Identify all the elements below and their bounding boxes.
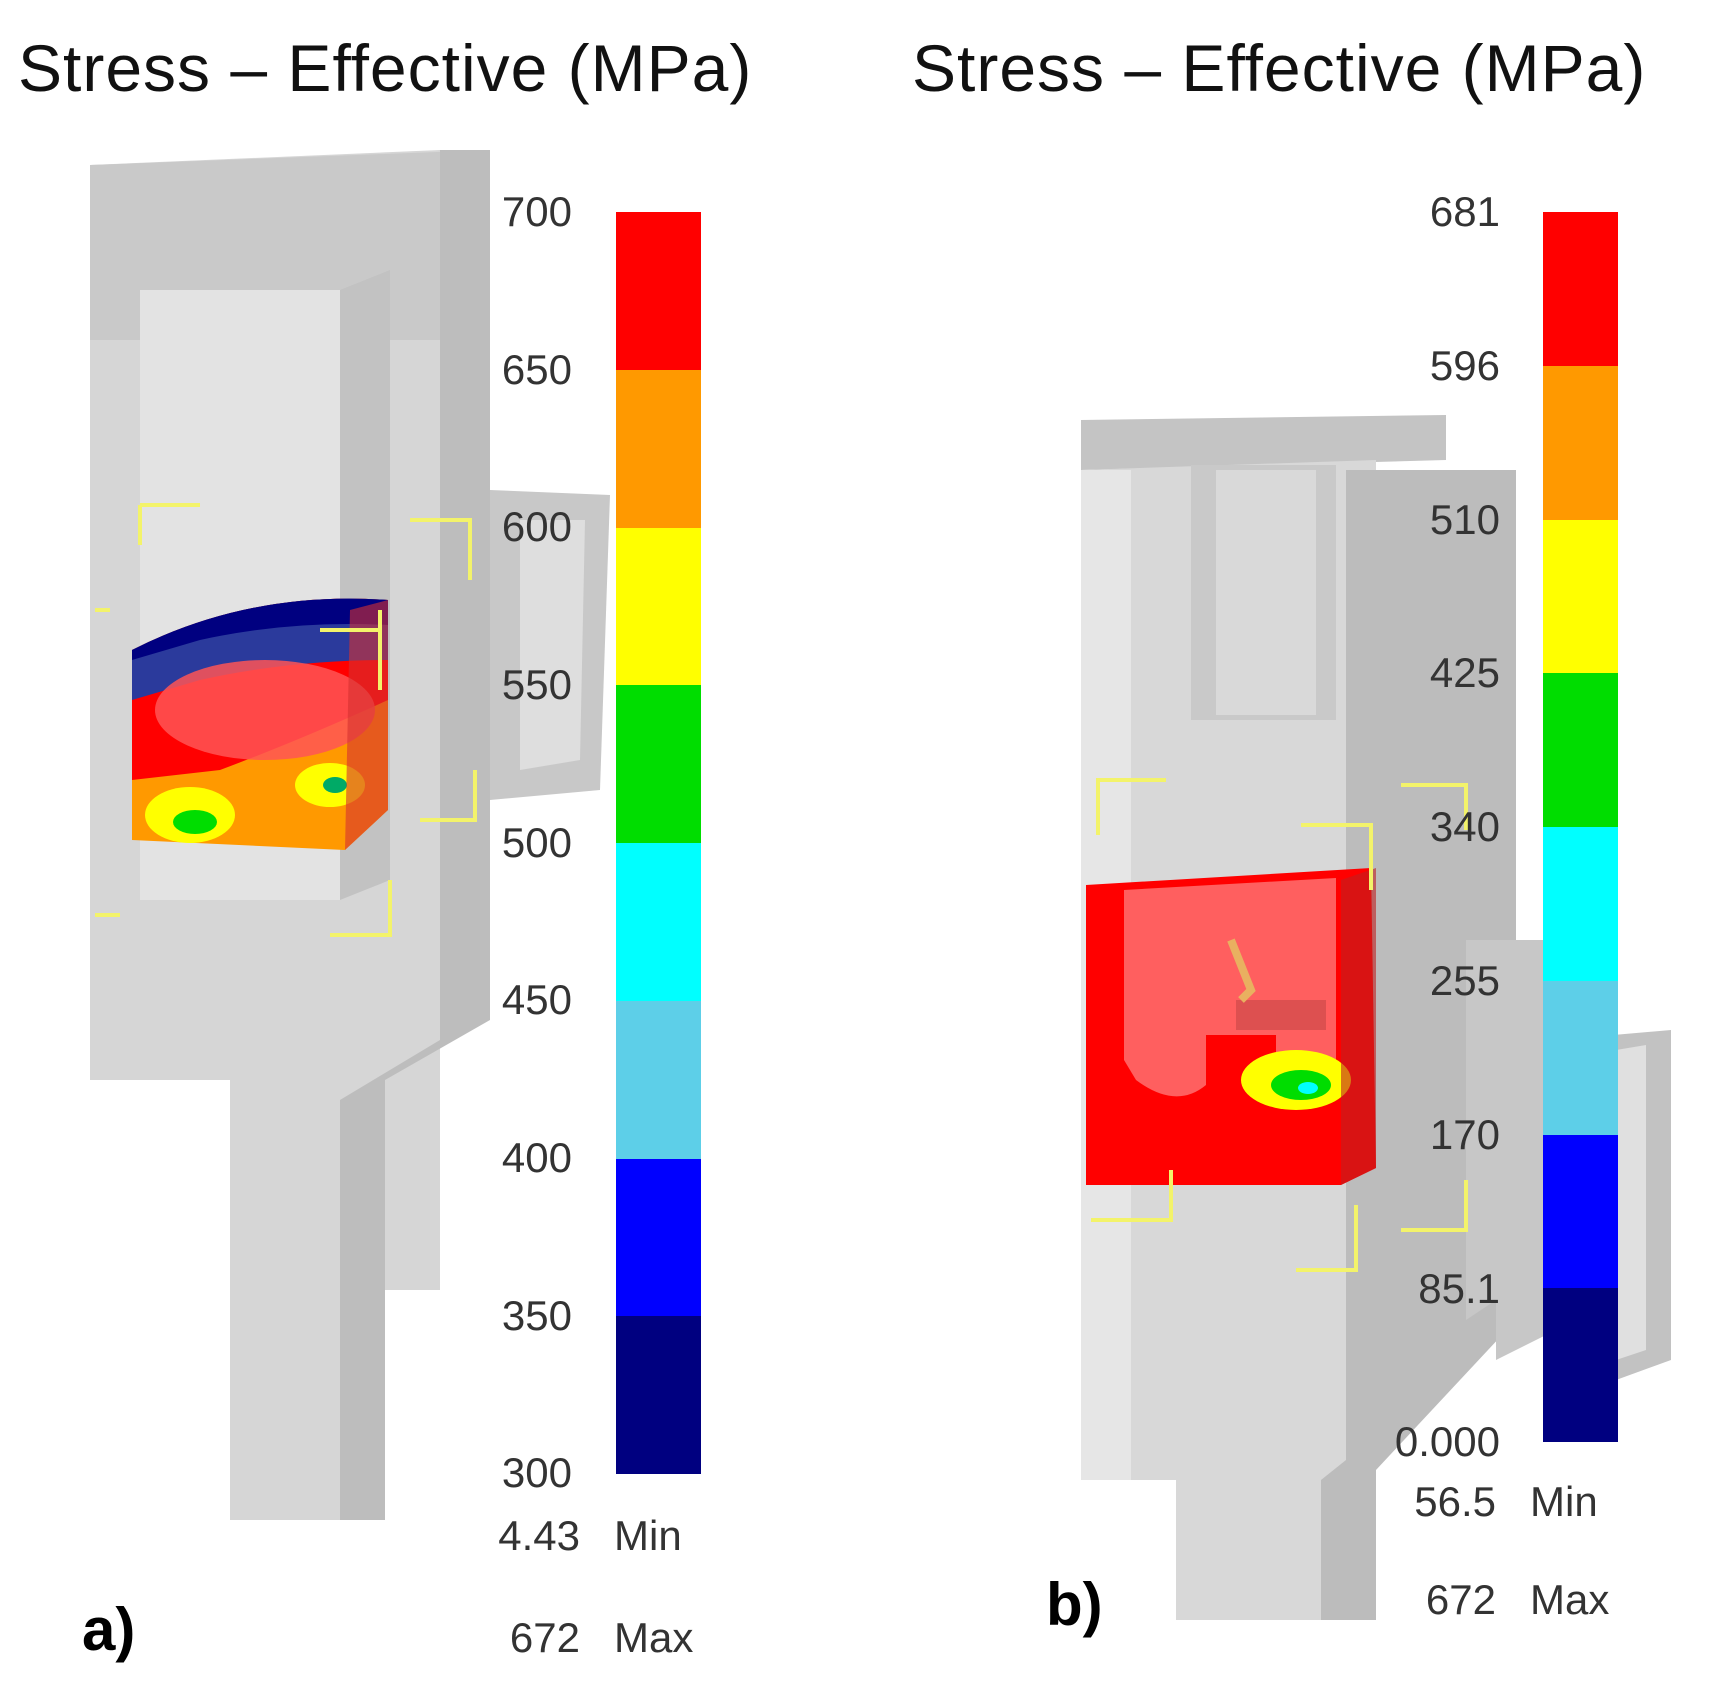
colorbar-segment	[1543, 519, 1618, 674]
max-readout: 672 Max	[1396, 1576, 1609, 1624]
colorbar-segment	[1543, 673, 1618, 827]
max-readout: 672 Max	[480, 1614, 693, 1662]
colorbar-segment	[616, 369, 701, 528]
tick-label: 550	[501, 661, 572, 708]
tick-label: 85.1	[1418, 1265, 1500, 1312]
colorbar-segment	[616, 843, 701, 1001]
workpiece	[1086, 868, 1376, 1185]
tick-label: 425	[1429, 649, 1500, 696]
tick-label: 681	[1429, 188, 1500, 235]
boundary-markers	[95, 503, 477, 937]
workpiece	[132, 598, 388, 850]
tick-label: 0.000	[1394, 1418, 1500, 1465]
panel-b-model-view	[1081, 415, 1671, 1620]
colorbar-b	[1543, 212, 1618, 1442]
boundary-markers	[1091, 778, 1468, 1272]
tick-label: 650	[501, 346, 572, 393]
colorbar-segment	[1543, 212, 1618, 366]
tick-label: 450	[501, 976, 572, 1023]
tick-label: 600	[501, 503, 572, 550]
tick-label: 400	[501, 1134, 572, 1181]
tick-label: 510	[1429, 496, 1500, 543]
colorbar-segment	[616, 1316, 701, 1474]
panel-b-title: Stress – Effective (MPa)	[912, 31, 1647, 105]
colorbar-segment	[616, 685, 701, 843]
panel-b: Stress – Effective (MPa)	[856, 0, 1712, 1690]
colorbar-segment	[1543, 365, 1618, 520]
colorbar-a	[616, 212, 701, 1474]
tick-label: 500	[501, 819, 572, 866]
panel-label-b: b)	[1046, 1571, 1103, 1638]
panel-label-a: a)	[82, 1596, 136, 1663]
min-label: Min	[1530, 1478, 1598, 1525]
panel-a: Stress – Effective (MPa)	[18, 31, 753, 1663]
min-readout: 4.43 Min	[480, 1512, 682, 1560]
min-value: 4.43	[498, 1512, 580, 1559]
max-label: Max	[614, 1614, 694, 1661]
colorbar-segment	[1543, 980, 1618, 1135]
tick-label: 300	[501, 1449, 572, 1496]
tick-label: 170	[1429, 1111, 1500, 1158]
colorbar-segment	[1543, 1134, 1618, 1289]
min-label: Min	[614, 1512, 682, 1559]
max-label: Max	[1530, 1576, 1610, 1623]
tick-label: 255	[1429, 957, 1500, 1004]
tick-label: 700	[501, 188, 572, 235]
panel-a-title: Stress – Effective (MPa)	[18, 31, 753, 105]
colorbar-segment	[616, 527, 701, 686]
colorbar-segment	[1543, 1288, 1618, 1442]
panel-a-model-view	[90, 150, 610, 1520]
colorbar-segment	[616, 1158, 701, 1317]
min-value: 56.5	[1414, 1478, 1496, 1525]
colorbar-segment	[616, 212, 701, 370]
colorbar-segment	[616, 1000, 701, 1159]
min-readout: 56.5 Min	[1396, 1478, 1598, 1526]
tick-label: 350	[501, 1292, 572, 1339]
max-value: 672	[509, 1614, 580, 1661]
tick-label: 340	[1429, 803, 1500, 850]
tick-label: 596	[1429, 342, 1500, 389]
colorbar-segment	[1543, 827, 1618, 981]
max-value: 672	[1425, 1576, 1496, 1623]
